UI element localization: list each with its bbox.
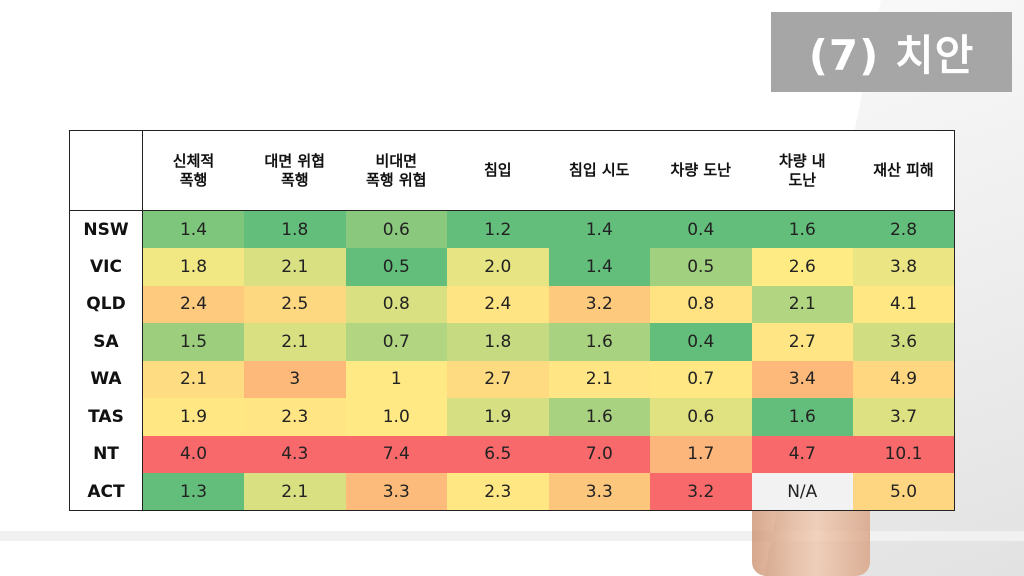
heat-cell: 1.6 — [751, 210, 853, 248]
heat-cell: 4.1 — [853, 285, 955, 323]
row-label: NT — [69, 435, 143, 473]
column-header-1: 신체적 폭행 — [142, 130, 244, 211]
row-label: SA — [69, 323, 143, 361]
heat-cell: 2.3 — [447, 473, 549, 511]
row-label: NSW — [69, 210, 143, 248]
heat-cell: 2.4 — [142, 285, 244, 323]
heat-cell: 10.1 — [853, 435, 955, 473]
table-row: NT 4.0 4.3 7.4 6.5 7.0 1.7 4.7 10.1 — [69, 435, 955, 473]
heat-cell: 0.8 — [650, 285, 752, 323]
heat-cell: 7.4 — [345, 435, 447, 473]
heat-cell: 1.4 — [548, 248, 650, 286]
heat-cell: 1.8 — [447, 323, 549, 361]
heat-cell: 3.3 — [548, 473, 650, 511]
row-label: WA — [69, 360, 143, 398]
heat-cell: 1.3 — [142, 473, 244, 511]
table-row: TAS 1.9 2.3 1.0 1.9 1.6 0.6 1.6 3.7 — [69, 398, 955, 436]
heat-cell: 1.6 — [548, 323, 650, 361]
heat-cell: 1.5 — [142, 323, 244, 361]
heat-cell: N/A — [751, 473, 853, 511]
heat-cell: 3.2 — [548, 285, 650, 323]
heat-cell: 1.9 — [142, 398, 244, 436]
heat-cell: 2.3 — [244, 398, 346, 436]
title-box: (7) 치안 — [771, 12, 1012, 92]
table-row: ACT 1.3 2.1 3.3 2.3 3.3 3.2 N/A 5.0 — [69, 473, 955, 511]
heat-cell: 1.4 — [548, 210, 650, 248]
heat-cell: 2.6 — [751, 248, 853, 286]
heat-cell: 1.8 — [142, 248, 244, 286]
heat-cell: 0.4 — [650, 323, 752, 361]
heat-cell: 4.0 — [142, 435, 244, 473]
heat-cell: 6.5 — [447, 435, 549, 473]
heat-cell: 2.8 — [853, 210, 955, 248]
heat-cell: 2.1 — [244, 473, 346, 511]
heat-cell: 1.6 — [548, 398, 650, 436]
row-label: QLD — [69, 285, 143, 323]
corner-cell — [69, 130, 143, 211]
heat-cell: 7.0 — [548, 435, 650, 473]
column-header-4: 침입 — [447, 130, 549, 211]
heat-cell: 2.1 — [142, 360, 244, 398]
column-header-7: 차량 내 도난 — [751, 130, 853, 211]
heat-cell: 4.9 — [853, 360, 955, 398]
heat-cell: 0.6 — [345, 210, 447, 248]
heat-cell: 0.7 — [345, 323, 447, 361]
heat-cell: 1.6 — [751, 398, 853, 436]
table-row: SA 1.5 2.1 0.7 1.8 1.6 0.4 2.7 3.6 — [69, 323, 955, 361]
table-row: QLD 2.4 2.5 0.8 2.4 3.2 0.8 2.1 4.1 — [69, 285, 955, 323]
table-row: VIC 1.8 2.1 0.5 2.0 1.4 0.5 2.6 3.8 — [69, 248, 955, 286]
heat-cell: 5.0 — [853, 473, 955, 511]
heat-cell: 1.9 — [447, 398, 549, 436]
heat-cell: 0.4 — [650, 210, 752, 248]
heat-cell: 3.6 — [853, 323, 955, 361]
heat-cell: 2.5 — [244, 285, 346, 323]
heat-cell: 3 — [244, 360, 346, 398]
heat-cell: 1.7 — [650, 435, 752, 473]
column-header-6: 차량 도난 — [650, 130, 752, 211]
heat-cell: 0.7 — [650, 360, 752, 398]
heat-cell: 0.5 — [650, 248, 752, 286]
heat-cell: 3.3 — [345, 473, 447, 511]
heat-cell: 2.0 — [447, 248, 549, 286]
heat-cell: 1.8 — [244, 210, 346, 248]
heat-cell: 2.1 — [244, 248, 346, 286]
heat-cell: 3.4 — [751, 360, 853, 398]
column-header-5: 침입 시도 — [548, 130, 650, 211]
column-header-2: 대면 위협 폭행 — [244, 130, 346, 211]
column-header-8: 재산 피해 — [853, 130, 955, 211]
heat-cell: 3.8 — [853, 248, 955, 286]
heat-cell: 2.7 — [751, 323, 853, 361]
heat-cell: 1.0 — [345, 398, 447, 436]
row-label: TAS — [69, 398, 143, 436]
page-title: (7) 치안 — [808, 30, 975, 80]
heat-cell: 0.5 — [345, 248, 447, 286]
heat-cell: 0.8 — [345, 285, 447, 323]
row-label: VIC — [69, 248, 143, 286]
heatmap-table: 신체적 폭행 대면 위협 폭행 비대면 폭행 위협 침입 침입 시도 차량 도난 차량 내 도난 재산… — [69, 130, 955, 511]
heat-cell: 2.7 — [447, 360, 549, 398]
heat-cell: 1.2 — [447, 210, 549, 248]
heat-cell: 4.3 — [244, 435, 346, 473]
table-row: NSW 1.4 1.8 0.6 1.2 1.4 0.4 1.6 2.8 — [69, 210, 955, 248]
table-row: WA 2.1 3 1 2.7 2.1 0.7 3.4 4.9 — [69, 360, 955, 398]
heat-cell: 2.4 — [447, 285, 549, 323]
heat-cell: 3.2 — [650, 473, 752, 511]
heat-cell: 1.4 — [142, 210, 244, 248]
row-label: ACT — [69, 473, 143, 511]
heat-cell: 2.1 — [751, 285, 853, 323]
header-row: 신체적 폭행 대면 위협 폭행 비대면 폭행 위협 침입 침입 시도 차량 도난 차량 내 도난 재산… — [69, 130, 955, 211]
heat-cell: 2.1 — [244, 323, 346, 361]
heat-cell: 3.7 — [853, 398, 955, 436]
column-header-3: 비대면 폭행 위협 — [345, 130, 447, 211]
heat-cell: 2.1 — [548, 360, 650, 398]
heat-cell: 0.6 — [650, 398, 752, 436]
bottom-band — [0, 531, 1024, 541]
heat-cell: 4.7 — [751, 435, 853, 473]
heat-cell: 1 — [345, 360, 447, 398]
